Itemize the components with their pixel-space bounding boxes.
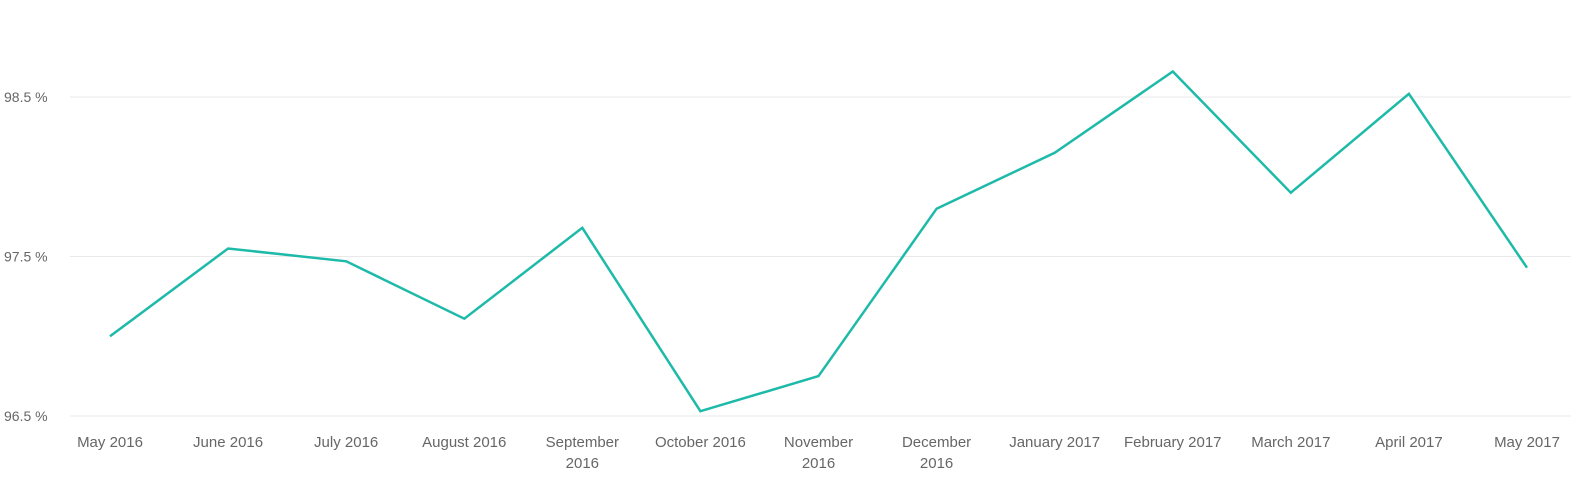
x-tick-label: July 2016	[314, 434, 378, 451]
y-tick-label: 98.5 %	[4, 89, 48, 105]
x-tick-label: August 2016	[422, 434, 506, 451]
x-tick-label: June 2016	[193, 434, 263, 451]
x-tick-label: March 2017	[1251, 434, 1330, 451]
y-tick-label: 97.5 %	[4, 249, 48, 265]
x-tick-label: October 2016	[655, 434, 746, 451]
series-layer	[109, 69, 1529, 413]
x-tick-label: November 2016	[784, 434, 853, 472]
y-axis: 98.5 % 97.5 % 96.5 %	[4, 89, 48, 424]
x-tick-label: December 2016	[902, 434, 971, 472]
x-tick-label: April 2017	[1375, 434, 1443, 451]
x-tick-label: February 2017	[1124, 434, 1222, 451]
y-tick-label: 96.5 %	[4, 408, 48, 424]
x-tick-label: May 2017	[1494, 434, 1560, 451]
x-tick-label: May 2016	[77, 434, 143, 451]
x-tick-label: January 2017	[1009, 434, 1100, 451]
series-line	[109, 69, 1529, 413]
gridlines	[70, 96, 1571, 417]
x-axis: May 2016 June 2016 July 2016 August 2016 Sep…	[77, 434, 1560, 472]
x-tick-label: September 2016	[546, 434, 619, 472]
